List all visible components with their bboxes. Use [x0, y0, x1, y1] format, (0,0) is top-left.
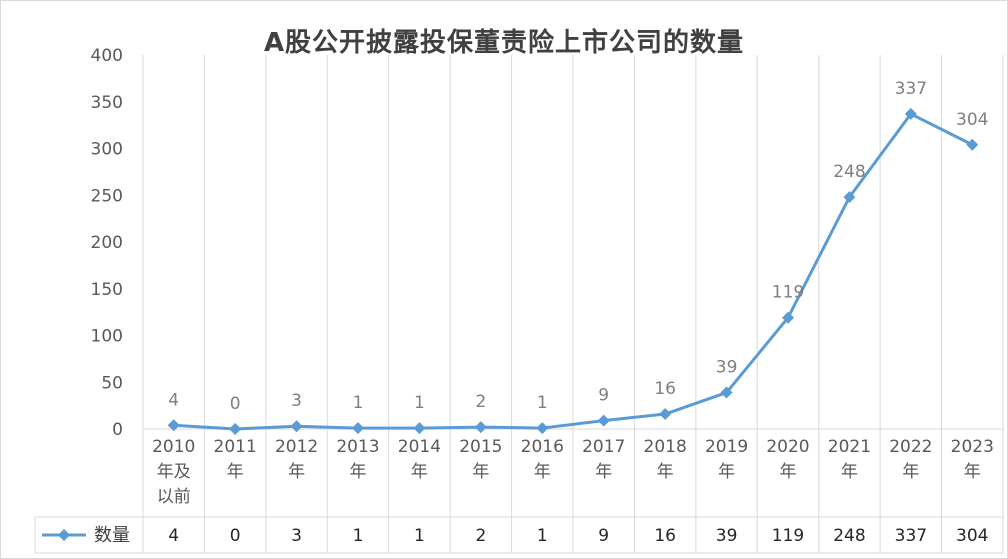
data-label: 119	[772, 283, 804, 303]
table-value: 39	[716, 526, 738, 546]
data-point	[536, 422, 549, 435]
table-value: 337	[895, 526, 927, 546]
y-tick-label: 200	[91, 233, 123, 253]
data-label: 2	[475, 392, 486, 412]
table-value: 9	[598, 526, 609, 546]
data-point	[966, 138, 979, 151]
data-label: 0	[230, 394, 241, 414]
x-tick-label: 2013 年	[336, 437, 379, 482]
y-tick-label: 350	[91, 93, 123, 113]
data-label: 4	[168, 390, 179, 410]
table-value: 3	[291, 526, 302, 546]
table-value: 16	[654, 526, 676, 546]
table-value: 2	[475, 526, 486, 546]
data-label: 304	[956, 110, 988, 130]
x-tick-label: 2012 年	[275, 437, 318, 482]
data-point	[167, 419, 180, 432]
data-point	[904, 107, 917, 120]
y-tick-label: 150	[91, 280, 123, 300]
legend-marker	[58, 529, 70, 541]
table-value: 4	[168, 526, 179, 546]
x-tick-label: 2021 年	[828, 437, 871, 482]
table-value: 119	[772, 526, 804, 546]
x-tick-label: 2023 年	[951, 437, 994, 482]
data-point	[720, 386, 733, 399]
data-point	[597, 414, 610, 427]
data-label: 39	[716, 358, 738, 378]
y-tick-label: 400	[91, 46, 123, 66]
data-label: 337	[895, 79, 927, 99]
data-point	[474, 421, 487, 434]
data-label: 1	[353, 393, 364, 413]
x-tick-label: 2014 年	[398, 437, 441, 482]
data-point	[352, 422, 364, 435]
legend-label: 数量	[94, 525, 130, 546]
table-value: 1	[414, 526, 425, 546]
x-tick-label: 2010 年及以前	[152, 437, 195, 507]
table-value: 1	[537, 526, 548, 546]
x-tick-label: 2011 年	[214, 437, 257, 482]
data-point	[290, 420, 303, 433]
data-label: 1	[414, 393, 425, 413]
table-value: 1	[353, 526, 364, 546]
y-tick-label: 0	[112, 420, 123, 440]
x-tick-label: 2020 年	[766, 437, 809, 482]
x-tick-label: 2018 年	[644, 437, 687, 482]
table-value: 304	[956, 526, 988, 546]
chart-title: A股公开披露投保董责险上市公司的数量	[263, 28, 745, 58]
data-label: 1	[537, 393, 548, 413]
x-tick-label: 2015 年	[459, 437, 502, 482]
y-tick-label: 100	[91, 327, 123, 347]
data-point	[782, 311, 794, 324]
x-tick-label: 2019 年	[705, 437, 748, 482]
x-tick-label: 2017 年	[582, 437, 625, 482]
series-line	[173, 112, 973, 431]
data-point	[229, 423, 242, 435]
x-tick-label: 2016 年	[521, 437, 564, 482]
y-tick-label: 50	[101, 373, 123, 393]
y-tick-label: 300	[91, 140, 123, 160]
x-tick-label: 2022 年	[889, 437, 932, 482]
data-label: 9	[598, 386, 609, 406]
data-point	[843, 191, 856, 204]
y-tick-label: 250	[91, 186, 123, 206]
data-point	[659, 408, 672, 421]
table-value: 248	[833, 526, 865, 546]
table-value: 0	[230, 526, 241, 546]
data-label: 248	[833, 162, 865, 182]
data-label: 3	[291, 391, 302, 411]
data-point	[413, 422, 426, 435]
data-label: 16	[654, 379, 676, 399]
